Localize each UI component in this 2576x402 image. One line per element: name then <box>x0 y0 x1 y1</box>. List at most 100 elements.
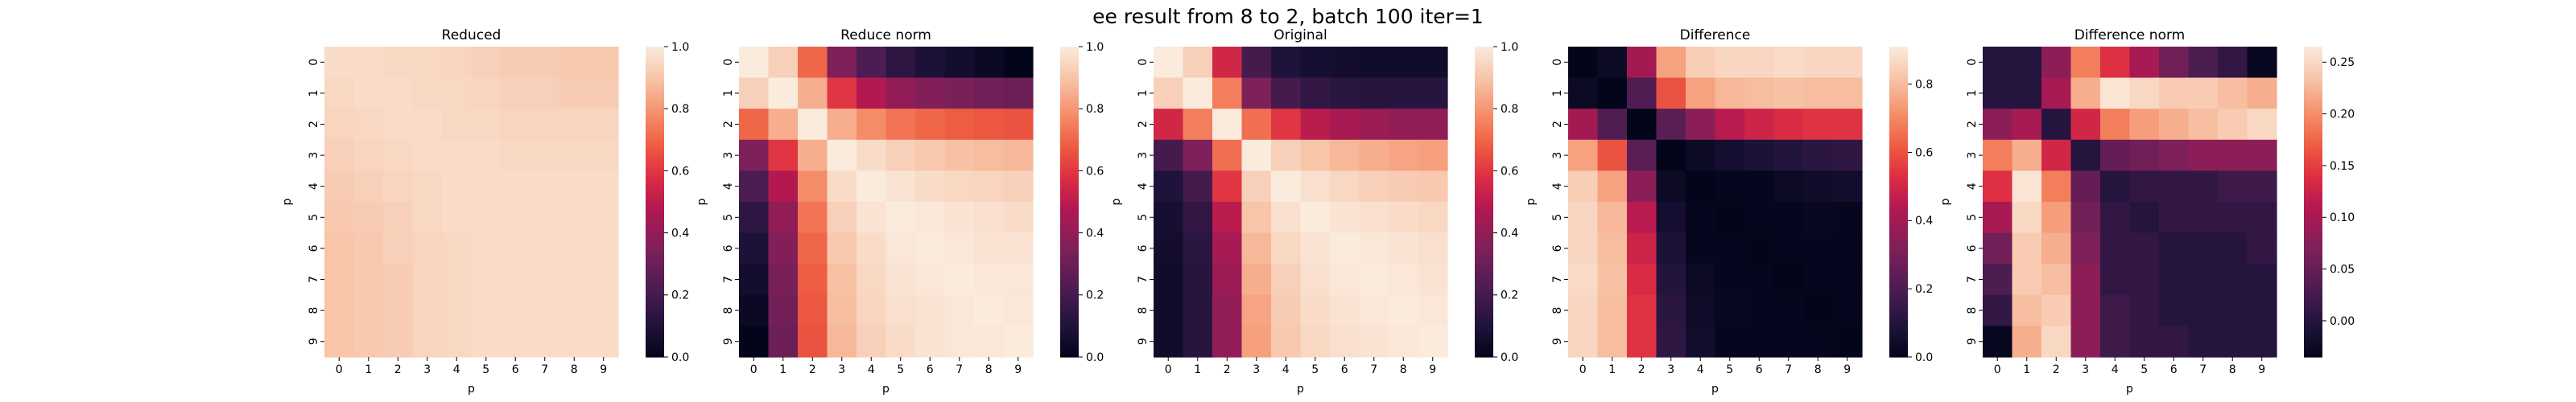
heatmap-cell <box>559 109 590 141</box>
heatmap-cell <box>1568 326 1599 358</box>
colorbar-segment <box>1889 85 1908 89</box>
colorbar-segment <box>1060 343 1079 347</box>
colorbar-segment <box>1060 341 1079 345</box>
y-tick-label: 8 <box>722 307 735 314</box>
colorbar-segment <box>1475 326 1493 330</box>
heatmap-cell <box>915 326 946 358</box>
x-tick-label: 6 <box>2170 363 2178 376</box>
colorbar-segment <box>646 75 664 79</box>
colorbar-segment <box>2304 62 2322 66</box>
colorbar-segment <box>1889 116 1908 120</box>
heatmap-cell <box>324 326 355 358</box>
colorbar-segment <box>1889 124 1908 128</box>
heatmap-cell <box>1744 139 1775 171</box>
heatmap-cell <box>1568 264 1599 296</box>
colorbar-segment <box>1475 294 1493 298</box>
y-tick-label: 8 <box>308 307 320 314</box>
heatmap-cell <box>915 77 946 109</box>
heatmap-cell <box>1803 326 1834 358</box>
heatmap-cell <box>501 326 531 358</box>
heatmap-cell <box>2218 77 2248 109</box>
heatmap-cell <box>588 170 619 203</box>
colorbar-segment <box>1060 111 1079 115</box>
colorbar-segment <box>646 194 664 198</box>
heatmap-cell <box>2218 170 2248 203</box>
heatmap-cell <box>442 294 473 326</box>
colorbar-segment <box>2304 315 2322 319</box>
heatmap-cell <box>1832 202 1863 234</box>
heatmap-cell <box>2100 139 2131 171</box>
heatmap-cell <box>2012 47 2042 79</box>
heatmap-cell <box>1212 109 1243 141</box>
colorbar-segment <box>646 202 664 205</box>
heatmap-cell <box>559 232 590 265</box>
colorbar-segment <box>1889 64 1908 68</box>
colorbar-segment <box>2304 178 2322 182</box>
colorbar-segment <box>1475 139 1493 143</box>
heatmap-cell <box>1803 294 1834 326</box>
colorbar-segment <box>646 129 664 133</box>
colorbar-tick-label: 0.0 <box>1501 351 1518 364</box>
colorbar-segment <box>2304 139 2322 143</box>
colorbar-segment <box>646 51 664 55</box>
heatmap-cell <box>857 139 887 171</box>
heatmap-cell <box>559 264 590 296</box>
heatmap-cell <box>2012 139 2042 171</box>
colorbar-segment <box>1060 170 1079 174</box>
heatmap-cell <box>2159 232 2190 265</box>
heatmap-cell <box>827 264 857 296</box>
heatmap-cell <box>442 202 473 234</box>
heatmap-cell <box>739 294 770 326</box>
colorbar-segment <box>1060 315 1079 319</box>
colorbar-segment <box>1060 64 1079 68</box>
heatmap-cell <box>442 264 473 296</box>
colorbar-segment <box>2304 137 2322 141</box>
heatmap-cell <box>1983 202 2013 234</box>
colorbar-segment <box>646 248 664 252</box>
heatmap-cell <box>739 170 770 203</box>
colorbar-segment <box>1889 336 1908 340</box>
heatmap-cell <box>324 77 355 109</box>
heatmap-cell <box>442 170 473 203</box>
colorbar-segment <box>2304 228 2322 231</box>
heatmap-cell <box>944 202 975 234</box>
colorbar-segment <box>1889 258 1908 262</box>
heatmap-cell <box>768 202 799 234</box>
heatmap-cell <box>1597 139 1628 171</box>
colorbar-segment <box>1475 51 1493 55</box>
heatmap-cell <box>1003 264 1034 296</box>
y-tick-label: 6 <box>1966 244 1979 252</box>
heatmap-cell <box>2188 47 2219 79</box>
colorbar-segment <box>1889 145 1908 149</box>
colorbar-segment <box>1889 209 1908 213</box>
heatmap-cell <box>857 326 887 358</box>
heatmap-cell <box>944 326 975 358</box>
heatmap-cell <box>1715 139 1745 171</box>
colorbar-segment <box>2304 338 2322 343</box>
heatmap-cell <box>1241 109 1272 141</box>
colorbar-segment <box>1060 173 1079 177</box>
colorbar-segment <box>1475 292 1493 296</box>
colorbar-segment <box>1060 103 1079 107</box>
heatmap-cell <box>2129 232 2160 265</box>
colorbar-segment <box>2304 64 2322 68</box>
colorbar-segment <box>1475 240 1493 244</box>
heatmap-cell <box>1983 264 2013 296</box>
colorbar-segment <box>1889 113 1908 117</box>
colorbar-segment <box>1889 211 1908 215</box>
colorbar-segment <box>1475 245 1493 249</box>
heatmap-cell <box>353 109 384 141</box>
colorbar-segment <box>1060 109 1079 113</box>
heatmap-cell <box>353 139 384 171</box>
y-tick-label: 9 <box>1137 338 1150 345</box>
x-axis-label: p <box>1297 383 1304 396</box>
colorbar-segment <box>1889 277 1908 281</box>
heatmap-cell <box>1154 232 1184 265</box>
colorbar-segment <box>2304 96 2322 99</box>
heatmap-cell <box>1686 109 1716 141</box>
colorbar-segment <box>1475 271 1493 275</box>
heatmap-cell <box>768 47 799 79</box>
heatmap-cell <box>383 294 414 326</box>
heatmap-cell <box>768 77 799 109</box>
heatmap-cell <box>588 47 619 79</box>
